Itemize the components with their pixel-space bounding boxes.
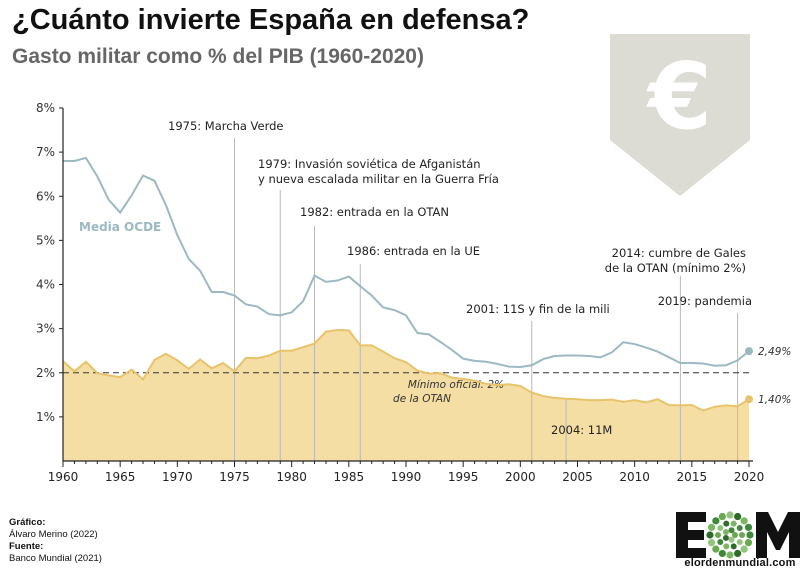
oecd-line <box>63 156 750 369</box>
x-tick-label: 1970 <box>162 470 193 484</box>
logo-dot <box>730 543 737 550</box>
grafico-value: Álvaro Merino (2022) <box>9 529 98 540</box>
logo-dot <box>736 539 743 546</box>
oecd-end-point <box>745 347 753 356</box>
x-tick-label: 1965 <box>105 470 136 484</box>
credits: Gráfico: Álvaro Merino (2022) Fuente: Ba… <box>9 517 102 565</box>
logo-text: elordenmundial.com <box>684 557 796 569</box>
logo-dot <box>707 539 716 547</box>
x-tick-label: 1995 <box>448 470 479 484</box>
logo-dot <box>740 545 748 553</box>
logo-dot <box>746 531 754 539</box>
y-tick-label: 3% <box>36 322 55 336</box>
annotation-label-2004: 2004: 11M <box>551 423 612 437</box>
y-tick-label: 1% <box>36 410 55 424</box>
x-tick-label: 2005 <box>562 470 593 484</box>
logo-dot <box>723 543 730 550</box>
x-tick-label: 1975 <box>219 470 250 484</box>
logo-dot <box>715 532 721 538</box>
spain-line <box>62 328 750 412</box>
logo-dot <box>734 549 742 558</box>
annotation-label-1982: 1982: entrada en la OTAN <box>300 205 449 219</box>
euro-symbol: € <box>646 43 712 150</box>
logo-dot <box>728 527 735 534</box>
logo-dot <box>706 531 714 539</box>
page-title: ¿Cuánto invierte España en defensa? <box>12 4 530 36</box>
x-tick-label: 2020 <box>734 470 765 484</box>
logo-dot <box>734 512 742 521</box>
grafico-label: Gráfico: <box>9 517 46 528</box>
x-tick-label: 1980 <box>276 470 307 484</box>
logo-dot <box>730 520 737 527</box>
annotation-label-1979: y nueva escalada militar en la Guerra Fr… <box>258 172 499 186</box>
oecd-end-label: 2,49% <box>758 346 791 358</box>
euro-shield-icon: € <box>610 34 750 196</box>
logo-dot <box>718 512 726 521</box>
logo-dot <box>726 551 734 559</box>
y-tick-label: 4% <box>36 278 55 292</box>
logo-dot <box>712 545 720 553</box>
annotation-label-2001: 2001: 11S y fin de la mili <box>466 302 610 316</box>
logo-dot <box>739 532 745 538</box>
logo-dot <box>718 549 726 558</box>
spain-end-point <box>745 395 753 404</box>
logo-dot <box>732 532 738 538</box>
y-tick-label: 7% <box>36 145 55 159</box>
logo-dot <box>717 539 724 546</box>
logo-dot <box>722 534 729 541</box>
annotation-label-2019: 2019: pandemia <box>658 294 752 308</box>
logo-dot <box>722 529 729 536</box>
spain-end-label: 1,40% <box>758 394 791 406</box>
y-tick-label: 5% <box>36 233 55 247</box>
logo-dot <box>717 524 724 531</box>
logo-dot <box>707 523 716 531</box>
logo-dot <box>728 536 735 543</box>
annotation-label-2014: de la OTAN (mínimo 2%) <box>605 261 746 275</box>
x-tick-label: 1985 <box>334 470 365 484</box>
fuente-label: Fuente: <box>9 541 44 552</box>
annotation-label-1986: 1986: entrada en la UE <box>347 244 480 258</box>
logo-dot <box>712 517 720 525</box>
y-tick-label: 2% <box>36 366 55 380</box>
logo-dot <box>726 511 734 519</box>
x-tick-label: 1960 <box>48 470 79 484</box>
logo-dot <box>736 524 743 531</box>
x-tick-label: 1990 <box>391 470 422 484</box>
logo-dot <box>740 517 748 525</box>
fuente-value: Banco Mundial (2021) <box>9 553 102 564</box>
reference-label-2: de la OTAN <box>393 393 451 405</box>
y-tick-label: 6% <box>36 189 55 203</box>
x-tick-label: 2010 <box>619 470 650 484</box>
x-tick-label: 2015 <box>677 470 708 484</box>
logo-dot <box>744 539 753 547</box>
logo-dot <box>744 523 753 531</box>
annotation-label-1979: 1979: Invasión soviética de Afganistán <box>258 157 481 171</box>
oecd-series-label: Media OCDE <box>79 220 161 234</box>
y-tick-label: 8% <box>36 101 55 115</box>
annotation-label-1975: 1975: Marcha Verde <box>168 119 284 133</box>
logo-dot <box>723 520 730 527</box>
annotation-label-2014: 2014: cumbre de Gales <box>612 246 746 260</box>
eom-logo <box>676 511 800 559</box>
x-tick-label: 2000 <box>505 470 536 484</box>
page-subtitle: Gasto militar como % del PIB (1960-2020) <box>12 45 424 68</box>
